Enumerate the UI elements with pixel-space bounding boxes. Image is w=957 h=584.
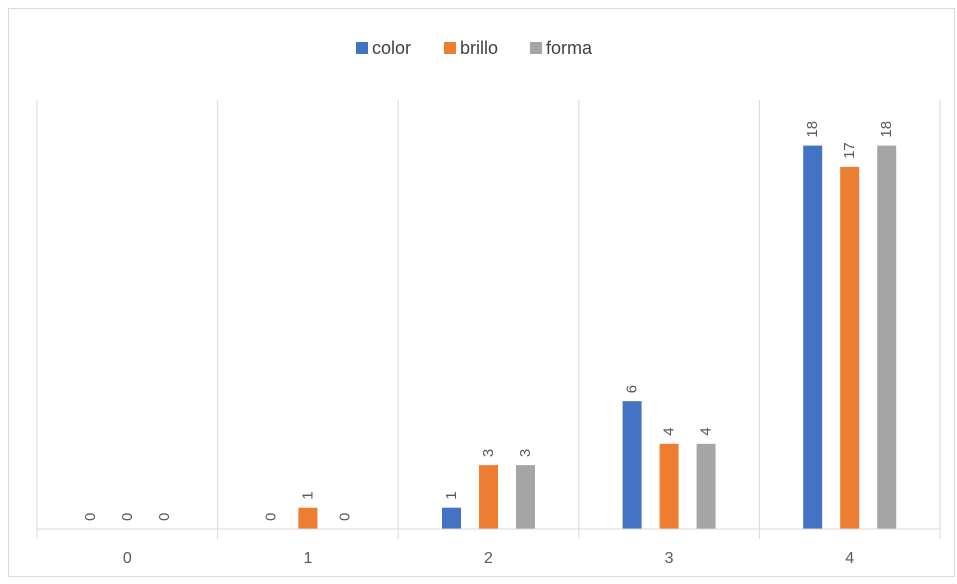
legend-label-forma: forma (546, 38, 593, 58)
x-tick-label-3: 3 (665, 550, 674, 567)
data-labels: 0 0 0 0 1 0 1 3 3 6 4 4 18 17 18 (82, 121, 895, 521)
data-label-forma-2: 3 (517, 449, 534, 457)
data-label-color-2: 1 (443, 491, 460, 499)
legend-swatch-color (356, 42, 368, 54)
bar-forma-3 (696, 443, 716, 529)
bar-color-2 (442, 507, 461, 529)
data-label-forma-3: 4 (698, 427, 715, 435)
bar-brillo-3 (659, 443, 679, 529)
data-label-brillo-0: 0 (119, 513, 136, 521)
legend-label-brillo: brillo (460, 38, 498, 58)
legend: color brillo forma (356, 38, 593, 58)
legend-label-color: color (372, 38, 411, 58)
data-label-brillo-4: 17 (841, 142, 858, 159)
data-label-forma-1: 0 (336, 513, 353, 521)
bar-forma-4 (877, 145, 897, 529)
data-label-brillo-2: 3 (480, 449, 497, 457)
data-label-color-1: 0 (262, 513, 279, 521)
x-tick-label-1: 1 (303, 550, 312, 567)
data-label-forma-4: 18 (878, 121, 895, 138)
bars (298, 145, 897, 529)
data-label-color-0: 0 (82, 513, 99, 521)
x-tick-label-4: 4 (845, 550, 854, 567)
x-tick-label-2: 2 (484, 550, 493, 567)
data-label-brillo-3: 4 (661, 427, 678, 435)
data-label-color-3: 6 (624, 385, 641, 393)
bar-color-4 (803, 145, 823, 529)
gridlines (36, 100, 941, 539)
legend-swatch-forma (530, 42, 542, 54)
bar-forma-2 (516, 465, 535, 529)
bar-color-3 (622, 401, 642, 529)
bar-brillo-2 (479, 465, 498, 529)
x-tick-label-0: 0 (123, 550, 132, 567)
x-axis: 0 1 2 3 4 (37, 528, 940, 567)
data-label-brillo-1: 1 (299, 491, 316, 499)
data-label-color-4: 18 (804, 121, 821, 138)
legend-swatch-brillo (444, 42, 456, 54)
bar-brillo-4 (840, 166, 860, 529)
data-label-forma-0: 0 (156, 513, 173, 521)
bar-brillo-1 (298, 507, 318, 529)
